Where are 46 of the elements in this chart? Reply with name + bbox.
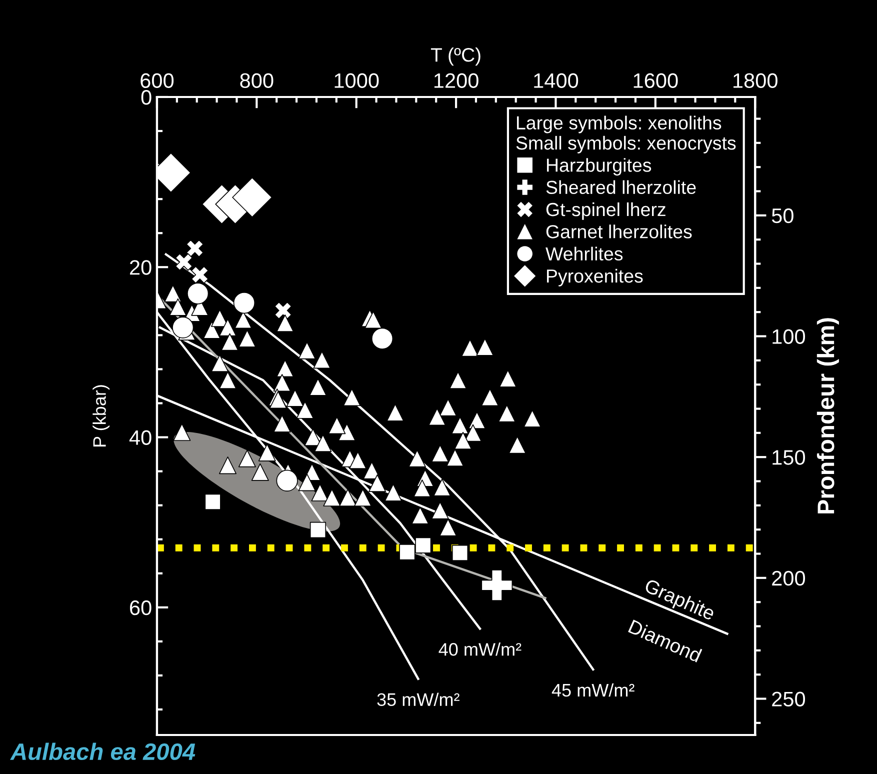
point (310, 522, 326, 538)
y-tick-label: 60 (130, 600, 152, 616)
x-tick-label: 800 (240, 73, 274, 88)
y2-tick-label: 100 (772, 329, 806, 344)
point (399, 544, 416, 560)
series-label: 40 mW/m² (438, 642, 522, 656)
legend-label: Garnet lherzolites (546, 224, 692, 238)
point (232, 177, 272, 218)
x-tick-label: 1400 (534, 73, 578, 88)
legend-label: Harzburgites (547, 158, 652, 176)
legend-label: Wehrlites (546, 246, 623, 261)
point (172, 316, 194, 338)
y2-axis-title: Pronfondeur (km) (816, 318, 839, 514)
point (175, 253, 193, 271)
x-tick-label: 1600 (634, 73, 678, 88)
point (187, 282, 209, 304)
point (233, 292, 256, 314)
y2-tick-label: 150 (772, 450, 806, 465)
x-tick-label: 1200 (434, 73, 478, 88)
text: Aulbach ea 2004 (10, 742, 196, 760)
x-tick-label: 1800 (734, 73, 778, 88)
point (191, 266, 209, 284)
legend-label: Pyroxenites (547, 268, 643, 286)
point (481, 570, 513, 601)
x-tick-label: 1000 (334, 73, 379, 88)
legend-title: Large symbols: xenoliths Small symbols: xenocrysts (516, 116, 736, 154)
y2-tick-label: 200 (772, 570, 806, 586)
point (204, 494, 221, 510)
point (186, 240, 204, 258)
y-tick-label: 40 (129, 430, 152, 446)
y-tick-label: 0 (141, 90, 152, 105)
series-label: 35 mW/m² (377, 692, 460, 706)
y-axis-title: P (kbar) (92, 385, 110, 446)
point (276, 470, 298, 492)
series-label: 45 mW/m² (552, 683, 634, 697)
legend-label: Gt-spinel lherz (546, 202, 666, 220)
point (371, 328, 394, 350)
y2-tick-label: 50 (772, 208, 794, 224)
y2-tick-label: 250 (772, 692, 806, 706)
x-axis-title: T (ºC) (430, 48, 480, 66)
x-tick-label: 600 (140, 73, 174, 88)
point (274, 302, 292, 320)
y-tick-label: 20 (130, 260, 152, 275)
legend-label: Sheared lherzolite (546, 180, 696, 194)
point (452, 544, 468, 562)
point (415, 537, 432, 554)
